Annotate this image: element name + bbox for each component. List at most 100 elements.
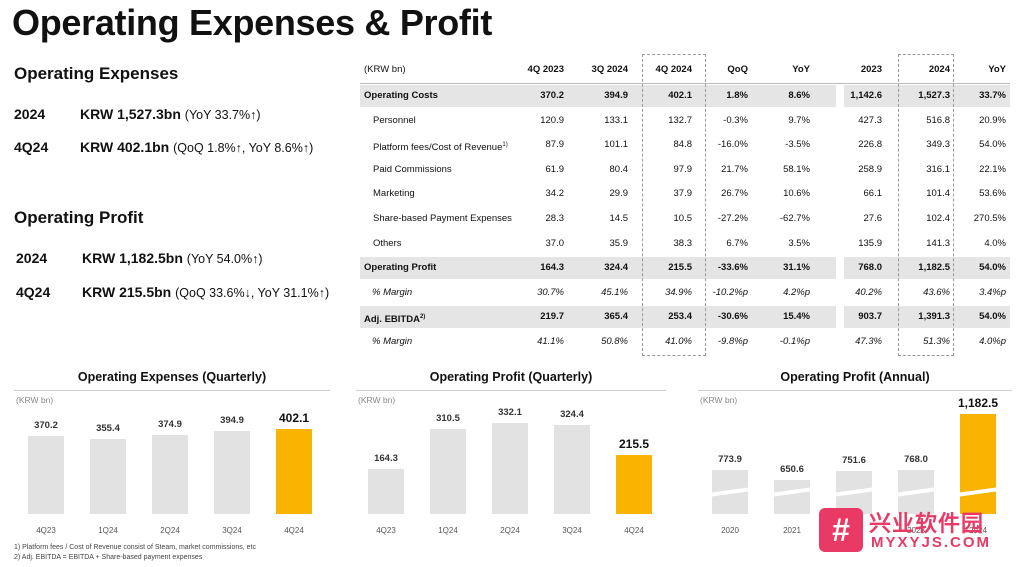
table-cell: 1,527.3 [918,90,950,101]
table-cell: -62.7% [779,213,810,224]
col-header: 4Q 2024 [655,64,692,75]
row-highlight [360,85,836,107]
table-cell: 66.1 [863,188,883,200]
row-label: Platform fees/Cost of Revenue1) [373,142,508,154]
table-cell: 516.8 [926,114,950,126]
category-label: 4Q24 [624,526,644,535]
table-cell: 33.7% [979,90,1006,101]
table-cell: 54.0% [979,139,1006,151]
page-title: Operating Expenses & Profit [12,2,493,43]
col-header: 4Q 2023 [527,64,564,75]
table-cell: 8.6% [788,90,810,101]
bar [554,425,590,514]
op-profit-kpi-4q24: 4Q24 KRW 215.5bn (QoQ 33.6%↓, YoY 31.1%↑) [16,284,329,300]
bar-value-label: 768.0 [904,454,928,465]
chart-unit: (KRW bn) [358,395,396,405]
table-row: Share-based Payment Expenses 28.3 14.5 10.5… [360,208,1010,230]
table-cell: -9.8%p [717,336,748,347]
table-cell: 30.7% [537,286,564,298]
footnote-1: 1) Platform fees / Cost of Revenue consi… [14,544,256,551]
bar-value-label: 355.4 [96,423,120,434]
table-cell: 215.5 [668,262,692,274]
row-highlight [844,257,1010,280]
category-label: 2021 [783,526,801,535]
table-cell: 10.5 [673,213,693,224]
table-cell: 80.4 [609,163,629,175]
table-cell: 4.2%p [783,286,810,298]
table-row: Platform fees/Cost of Revenue1) 87.9 101.1… [360,134,1010,156]
bar [492,423,528,514]
table-cell: 34.9% [665,286,692,298]
row-highlight [360,257,836,280]
chart-title: Operating Expenses (Quarterly) [77,370,267,384]
bar-value-label: 773.9 [718,454,742,465]
chart-title: Operating Profit (Quarterly) [429,370,593,384]
footnote-ref: 2) [419,314,426,321]
header-divider [360,83,1010,84]
table-cell: 768.0 [858,262,882,274]
table-row: Others 37.0 35.9 38.3 6.7% 3.5% 135.9 141.3 4.0% [360,233,1010,255]
col-header: QoQ [727,64,748,75]
row-label: Personnel [373,114,416,126]
table-cell: 120.9 [540,114,564,126]
bar-value-label: 1,182.5 [957,396,999,410]
bar-value-label: 374.9 [158,419,182,430]
row-label: % Margin [372,286,413,298]
bar-value-label: 751.6 [842,455,866,466]
category-label: 4Q23 [36,526,56,535]
table-cell: 15.4% [783,311,810,323]
table-cell: 41.0% [665,336,692,347]
table-cell: 26.7% [721,188,748,200]
opex-heading: Operating Expenses [14,64,179,83]
watermark-text: 兴业软件园 [869,511,985,536]
bar-value-label: 650.6 [780,464,804,475]
kpi-value: KRW 215.5bn [82,284,172,300]
opex-kpi-4q24: 4Q24 KRW 402.1bn (QoQ 1.8%↑, YoY 8.6%↑) [14,139,313,155]
watermark: # 兴业软件园 MYXYJS.COM [819,504,1019,554]
kpi-note: (QoQ 33.6%↓, YoY 31.1%↑) [175,286,330,300]
table-cell: -33.6% [717,262,748,274]
table-cell: 41.1% [537,336,564,347]
table-row: Personnel 120.9 133.1 132.7 -0.3% 9.7% 427.3 51… [360,110,1010,132]
kpi-note: (QoQ 1.8%↑, YoY 8.6%↑) [173,141,314,155]
table-cell: 37.0 [545,237,565,249]
bar [214,431,250,514]
category-label: 2Q24 [500,526,520,535]
table-cell: 54.0% [979,311,1006,323]
table-cell: 1.8% [726,90,748,101]
kpi-value: KRW 1,527.3bn [80,106,181,122]
table-cell: 1,182.5 [918,262,950,274]
table-cell: 58.1% [783,163,810,175]
table-cell: 53.6% [979,188,1006,200]
table-cell: 14.5 [609,213,629,224]
table-cell: 54.0% [979,262,1006,274]
bar-value-label: 215.5 [618,437,650,451]
table-cell: -27.2% [717,213,748,224]
table-cell: 45.1% [601,286,628,298]
row-label: Operating Profit [364,262,437,274]
category-label: 4Q24 [284,526,304,535]
table-cell: 20.9% [979,114,1006,126]
footnote-ref: 1) [502,142,508,149]
bar-value-label: 370.2 [34,420,58,431]
table-cell: 37.9 [673,188,693,200]
category-label: 4Q23 [376,526,396,535]
table-row: Marketing 34.2 29.9 37.9 26.7% 10.6% 66.1 101.4… [360,183,1010,205]
table-cell: 6.7% [726,237,748,249]
table-cell: 50.8% [601,336,628,347]
table-cell: 40.2% [855,286,882,298]
table-cell: 34.2 [545,188,565,200]
row-label: Share-based Payment Expenses [373,213,512,224]
table-cell: -30.6% [717,311,748,323]
kpi-note: (YoY 54.0%↑) [186,252,263,266]
chart-rule [698,390,1012,391]
row-highlight [844,306,1010,329]
bar [616,455,652,514]
row-label: Marketing [373,188,415,200]
bar [152,435,188,514]
table-cell: 3.4%p [979,286,1006,298]
footnote-2: 2) Adj. EBITDA = EBITDA + Share-based pa… [14,554,203,561]
table-cell: 4.0% [984,237,1006,249]
category-label: 3Q24 [222,526,242,535]
row-label: Operating Costs [364,90,438,101]
